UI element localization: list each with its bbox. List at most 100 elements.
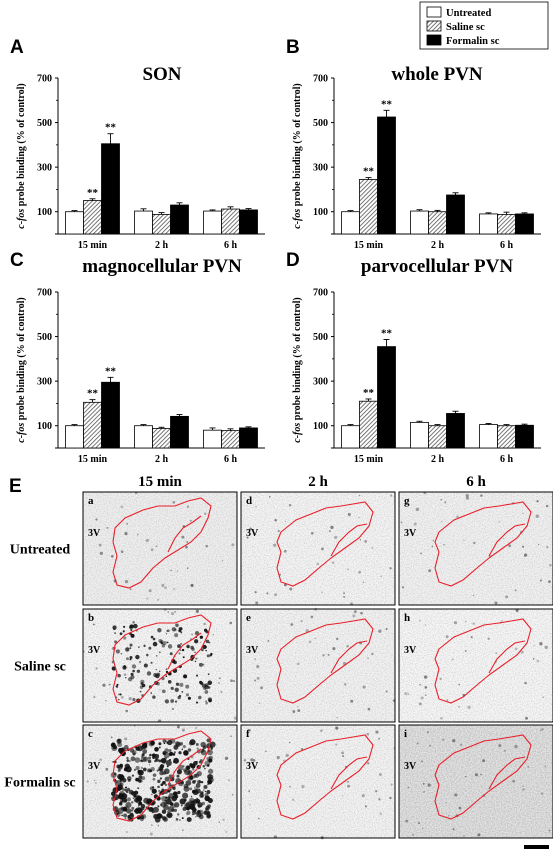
cell-dot	[542, 696, 544, 698]
y-tick-label: 300	[37, 377, 52, 388]
cell-dot	[288, 504, 292, 507]
labeled-cell	[153, 813, 159, 820]
cell-dot	[523, 553, 528, 557]
cell-dot	[480, 494, 483, 497]
bar-saline-sc	[152, 427, 171, 449]
row-label: Formalin sc	[4, 776, 75, 791]
cell-dot	[527, 765, 530, 768]
cell-dot	[273, 543, 277, 547]
cell-dot	[379, 773, 382, 776]
cell-dot	[401, 586, 405, 589]
cell-dot	[328, 529, 331, 533]
micrograph-border	[240, 608, 396, 723]
cell-dot	[514, 589, 517, 592]
cell-dot	[98, 543, 102, 547]
pvn-subdivision-line	[488, 640, 526, 674]
pvn-outline	[112, 614, 212, 706]
labeled-cell	[207, 768, 214, 774]
cell-dot	[310, 615, 314, 619]
x-tick-label: 2 h	[431, 454, 445, 465]
labeled-cell	[160, 801, 167, 808]
labeled-cell	[182, 656, 185, 659]
bar-untreated	[65, 211, 84, 235]
labeled-cell	[165, 798, 172, 805]
cell-dot	[170, 611, 175, 616]
cell-dot	[420, 696, 424, 700]
labeled-cell	[157, 627, 162, 633]
cell-dot	[445, 635, 449, 639]
cell-dot	[254, 658, 257, 660]
labeled-cell	[174, 741, 180, 747]
cell-dot	[218, 682, 221, 685]
cell-dot	[367, 762, 370, 765]
x-tick-label: 15 min	[354, 240, 384, 251]
labeled-cell	[160, 783, 164, 787]
labeled-cell	[183, 674, 188, 679]
y-tick-label: 500	[313, 332, 328, 343]
labeled-cell	[156, 769, 159, 772]
cell-dot	[290, 623, 294, 626]
labeled-cell	[162, 739, 167, 743]
labeled-cell	[158, 651, 161, 654]
chart-title: magnocellular PVN	[82, 256, 242, 277]
cell-dot	[390, 783, 393, 786]
cell-dot	[322, 654, 325, 657]
labeled-cell	[198, 760, 202, 764]
cell-dot	[423, 675, 428, 679]
labeled-cell	[117, 784, 123, 791]
micrograph-letter: f	[246, 728, 250, 740]
labeled-cell	[194, 651, 196, 654]
micrograph-texture	[83, 492, 237, 605]
bar-formalin-sc	[170, 415, 189, 449]
micrograph-border	[398, 608, 553, 723]
legend-swatch-saline	[426, 20, 442, 32]
y-tick-label: 500	[37, 332, 52, 343]
labeled-cell	[190, 795, 193, 798]
cell-dot	[544, 765, 546, 768]
labeled-cell	[174, 700, 178, 703]
cell-dot	[545, 504, 549, 508]
labeled-cell	[126, 759, 130, 762]
micrograph-texture	[241, 609, 395, 722]
cell-dot	[176, 570, 179, 572]
cell-dot	[181, 728, 185, 732]
labeled-cell	[195, 761, 198, 763]
legend-label-saline: Saline sc	[446, 22, 485, 33]
bar-saline-sc	[221, 208, 240, 235]
cell-dot	[327, 653, 330, 656]
cell-dot	[508, 544, 512, 548]
labeled-cell	[171, 627, 177, 632]
bar-untreated	[341, 211, 360, 235]
cell-dot	[360, 611, 363, 615]
labeled-cell	[179, 682, 184, 688]
labeled-cell	[204, 790, 207, 793]
cell-dot	[463, 835, 465, 837]
cell-dot	[480, 773, 482, 776]
labeled-cell	[141, 755, 144, 758]
cell-dot	[138, 660, 142, 664]
labeled-cell	[137, 771, 142, 776]
y-tick-label: 300	[313, 377, 328, 388]
panel-label: B	[286, 37, 300, 58]
cell-dot	[167, 610, 170, 613]
labeled-cell	[137, 799, 139, 802]
labeled-cell	[160, 639, 164, 643]
labeled-cell	[121, 798, 124, 801]
micrograph-panel: d 3V	[240, 491, 396, 606]
cell-dot	[422, 782, 425, 785]
labeled-cell	[134, 757, 141, 763]
labeled-cell	[175, 682, 180, 686]
cell-dot	[371, 652, 374, 656]
panel-label: C	[10, 250, 24, 271]
cell-dot	[367, 707, 371, 711]
labeled-cell	[166, 641, 169, 644]
labeled-cell	[175, 623, 179, 628]
micrograph-panel: i 3V	[398, 724, 553, 839]
cell-dot	[230, 735, 232, 738]
labeled-cell	[116, 686, 119, 689]
labeled-cell	[197, 802, 203, 808]
cell-dot	[442, 738, 445, 742]
cell-dot	[404, 692, 408, 696]
labeled-cell	[204, 809, 210, 815]
labeled-cell	[180, 643, 182, 645]
